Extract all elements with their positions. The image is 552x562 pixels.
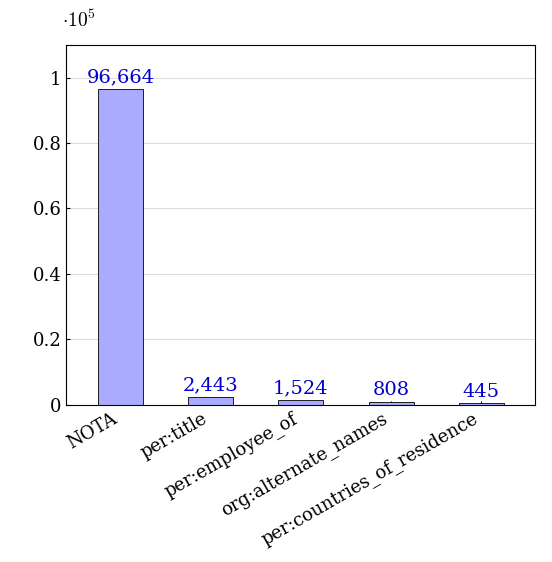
Text: 445: 445 xyxy=(463,383,500,401)
Text: 2,443: 2,443 xyxy=(183,376,238,394)
Bar xyxy=(98,89,143,405)
Bar xyxy=(459,403,504,405)
Text: 96,664: 96,664 xyxy=(86,68,155,86)
Text: 1,524: 1,524 xyxy=(273,379,328,397)
Bar xyxy=(278,400,323,405)
Text: 808: 808 xyxy=(373,382,410,400)
Bar xyxy=(188,397,233,405)
Text: $\cdot 10^5$: $\cdot 10^5$ xyxy=(61,10,95,30)
Bar xyxy=(369,402,413,405)
